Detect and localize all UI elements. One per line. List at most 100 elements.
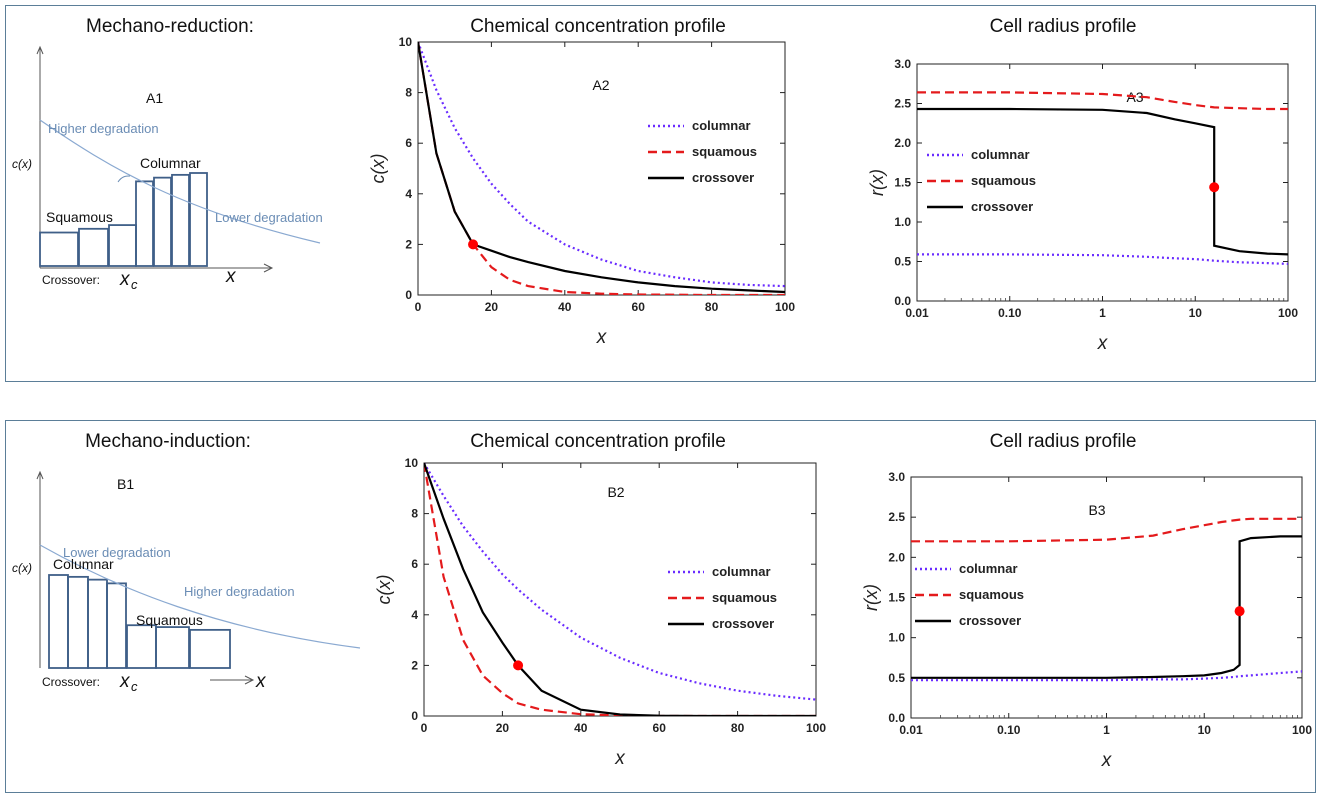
b-upper-annotation: Lower degradation (63, 545, 171, 560)
a-concentration-plot-frame (417, 41, 786, 296)
a-cell-bar (153, 176, 172, 267)
b-lower-annotation: Higher degradation (184, 584, 295, 599)
b-radius-series-columnar (911, 670, 1302, 682)
a-radius-crossover-marker (1209, 182, 1220, 193)
b-radius-x-tick-label: 1 (1103, 723, 1110, 737)
b-radius-y-axis-label: r(x) (861, 584, 881, 611)
a-concentration-x-tick-label: 60 (632, 300, 646, 314)
b-y-axis-arrow (36, 470, 44, 480)
b-cell-bar (48, 574, 69, 669)
b-concentration-x-tick-label: 100 (806, 721, 826, 735)
b-crossover-label: Crossover: (42, 675, 100, 689)
b-concentration-y-tick-label: 6 (411, 557, 418, 571)
panel-mechano-induction (5, 420, 1316, 793)
a-radius-x-tick-label: 1 (1099, 306, 1106, 320)
a-concentration-crossover-marker (468, 239, 479, 250)
section-title-a: Mechano-reduction: (86, 16, 254, 37)
b-concentration-x-tick-label: 20 (496, 721, 510, 735)
a-radius-legend-label-crossover: crossover (971, 199, 1033, 214)
a-x-label: x (225, 266, 237, 287)
b-radius-x-axis-label: x (1101, 750, 1113, 771)
a-radius-series-squamous (917, 91, 1288, 111)
b-radius-panel-label: B3 (1088, 502, 1105, 518)
a-cell-bar (78, 227, 109, 267)
a-crossover-label: Crossover: (42, 273, 100, 287)
panel-mechano-reduction (5, 5, 1316, 382)
a-y-axis-arrow (36, 45, 44, 55)
a-cell-bar (171, 173, 190, 267)
b-cell-bar (87, 578, 108, 669)
a-concentration-y-tick-label: 4 (405, 187, 412, 201)
a-radius-legend-label-squamous: squamous (971, 173, 1036, 188)
b-right-group-label: Squamous (136, 612, 203, 628)
a-radius-y-axis-label: r(x) (867, 169, 887, 196)
a-concentration-chart: 0 20 40 60 80 100 0 2 4 6 8 10 x c(x) A2 columnar squamo… (368, 35, 795, 348)
b-concentration-y-axis-label: c(x) (374, 575, 394, 605)
a-concentration-y-tick-label: 0 (405, 288, 412, 302)
a-concentration-x-tick-label: 0 (415, 300, 422, 314)
a-concentration-panel-label: A2 (592, 77, 609, 93)
a-concentration-curve (39, 119, 321, 244)
a-concentration-y-tick-label: 8 (405, 86, 412, 100)
b-radius-legend-label-crossover: crossover (959, 613, 1021, 628)
a-concentration-series-crossover (418, 42, 785, 294)
a-crossover-symbol: x (119, 269, 131, 290)
a-concentration-y-tick-label: 6 (405, 136, 412, 150)
b-concentration-y-tick-label: 10 (405, 456, 419, 470)
a-radius-legend-label-columnar: columnar (971, 147, 1030, 162)
a-concentration-x-tick-label: 20 (485, 300, 499, 314)
b-concentration-series-crossover (424, 463, 816, 716)
a-concentration-x-tick-label: 100 (775, 300, 795, 314)
radius-title-a: Cell radius profile (989, 16, 1137, 37)
a-radius-y-tick-label: 3.0 (894, 57, 911, 71)
a-radius-y-tick-label: 1.0 (894, 215, 911, 229)
a-lower-annotation: Lower degradation (215, 210, 323, 225)
b-left-group-label: Columnar (53, 556, 114, 572)
b-radius-chart: 0.01 0.10 1 10 100 0.0 0.5 1.0 1.5 2.0 2.5 3.0 x r(x)… (861, 470, 1312, 771)
b-cell-bar (126, 624, 157, 669)
b-panel-label: B1 (117, 476, 134, 492)
a-concentration-x-tick-label: 40 (558, 300, 572, 314)
radius-title-b: Cell radius profile (989, 431, 1137, 452)
b-radius-x-tick-label: 10 (1198, 723, 1212, 737)
b-concentration-x-axis-label: x (614, 748, 626, 769)
section-title-b: Mechano-induction: (85, 431, 251, 452)
a-radius-y-tick-label: 2.0 (894, 136, 911, 150)
b-radius-x-tick-label: 100 (1292, 723, 1312, 737)
a-upper-annotation: Higher degradation (48, 121, 159, 136)
b-radius-y-tick-label: 0.0 (888, 711, 905, 725)
a-concentration-legend-label-squamous: squamous (692, 144, 757, 159)
b-cell-bar (155, 626, 190, 669)
a-panel-label: A1 (146, 90, 163, 106)
b-concentration-series-squamous (424, 463, 816, 716)
b-radius-y-tick-label: 2.0 (888, 550, 905, 564)
a-left-group-label: Squamous (46, 209, 113, 225)
b-radius-crossover-marker (1234, 606, 1245, 617)
a-right-group-label: Columnar (140, 155, 201, 171)
b-concentration-x-tick-label: 80 (731, 721, 745, 735)
b-schematic: Lower degradation Higher degradation Colum… (12, 470, 361, 694)
a-radius-x-tick-label: 100 (1278, 306, 1298, 320)
b-radius-x-tick-label: 0.01 (899, 723, 923, 737)
a-concentration-legend-label-columnar: columnar (692, 118, 751, 133)
a-cell-bar (135, 180, 154, 267)
b-cell-bar (67, 575, 89, 669)
a-radius-series-crossover (917, 107, 1288, 256)
a-concentration-legend-label-crossover: crossover (692, 170, 754, 185)
a-y-label: c(x) (12, 157, 32, 171)
b-cell-bar (106, 582, 127, 669)
b-concentration-curve (39, 544, 361, 649)
a-radius-series-columnar (917, 253, 1288, 265)
a-cell-bar (189, 172, 208, 267)
b-radius-series-crossover (911, 535, 1302, 679)
a-cell-bar (39, 231, 79, 267)
b-concentration-panel-label: B2 (607, 484, 624, 500)
b-radius-legend-label-squamous: squamous (959, 587, 1024, 602)
b-concentration-x-tick-label: 0 (421, 721, 428, 735)
a-radius-chart: 0.01 0.10 1 10 100 0.0 0.5 1.0 1.5 2.0 2.5 3.0 x r(x)… (867, 57, 1298, 354)
b-radius-y-tick-label: 2.5 (888, 510, 905, 524)
a-concentration-series-squamous (418, 42, 785, 295)
b-y-label: c(x) (12, 561, 32, 575)
concentration-title-a: Chemical concentration profile (470, 16, 726, 37)
a-concentration-x-tick-label: 80 (705, 300, 719, 314)
